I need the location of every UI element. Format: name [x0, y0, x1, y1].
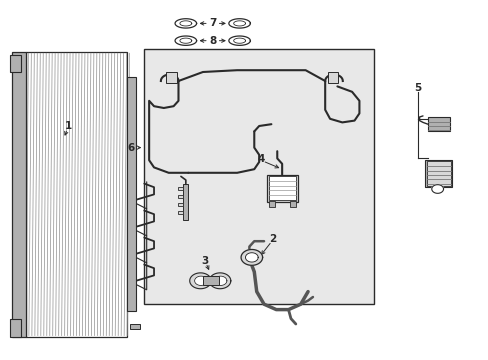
Polygon shape: [245, 253, 258, 262]
Polygon shape: [241, 249, 262, 265]
Polygon shape: [189, 273, 211, 289]
Bar: [427, 117, 449, 131]
Bar: [144, 49, 373, 304]
Bar: [327, 72, 338, 83]
Bar: [10, 55, 20, 72]
Text: 8: 8: [209, 36, 216, 46]
Bar: [127, 77, 136, 311]
Bar: [10, 319, 20, 337]
Bar: [183, 184, 188, 220]
Bar: [426, 161, 450, 186]
Bar: [129, 324, 140, 329]
Bar: [268, 201, 274, 207]
Polygon shape: [175, 36, 196, 45]
Text: 5: 5: [414, 83, 421, 93]
Polygon shape: [228, 36, 250, 45]
Polygon shape: [431, 185, 443, 193]
Bar: [425, 160, 451, 187]
Bar: [289, 201, 295, 207]
Bar: [268, 176, 295, 200]
Text: 3: 3: [202, 256, 208, 266]
Bar: [26, 52, 127, 337]
Text: 7: 7: [208, 18, 216, 28]
Polygon shape: [209, 273, 230, 289]
Bar: [177, 195, 183, 198]
Text: 2: 2: [269, 234, 276, 244]
Bar: [203, 276, 219, 285]
Polygon shape: [228, 19, 250, 28]
Text: 4: 4: [257, 154, 265, 164]
Polygon shape: [194, 276, 207, 285]
Bar: [266, 175, 298, 202]
Bar: [12, 52, 26, 337]
Bar: [177, 187, 183, 190]
Polygon shape: [214, 276, 226, 285]
Bar: [166, 72, 177, 83]
Bar: [177, 203, 183, 206]
Text: 1: 1: [65, 121, 72, 131]
Text: 6: 6: [127, 143, 134, 153]
Bar: [177, 211, 183, 214]
Polygon shape: [175, 19, 196, 28]
